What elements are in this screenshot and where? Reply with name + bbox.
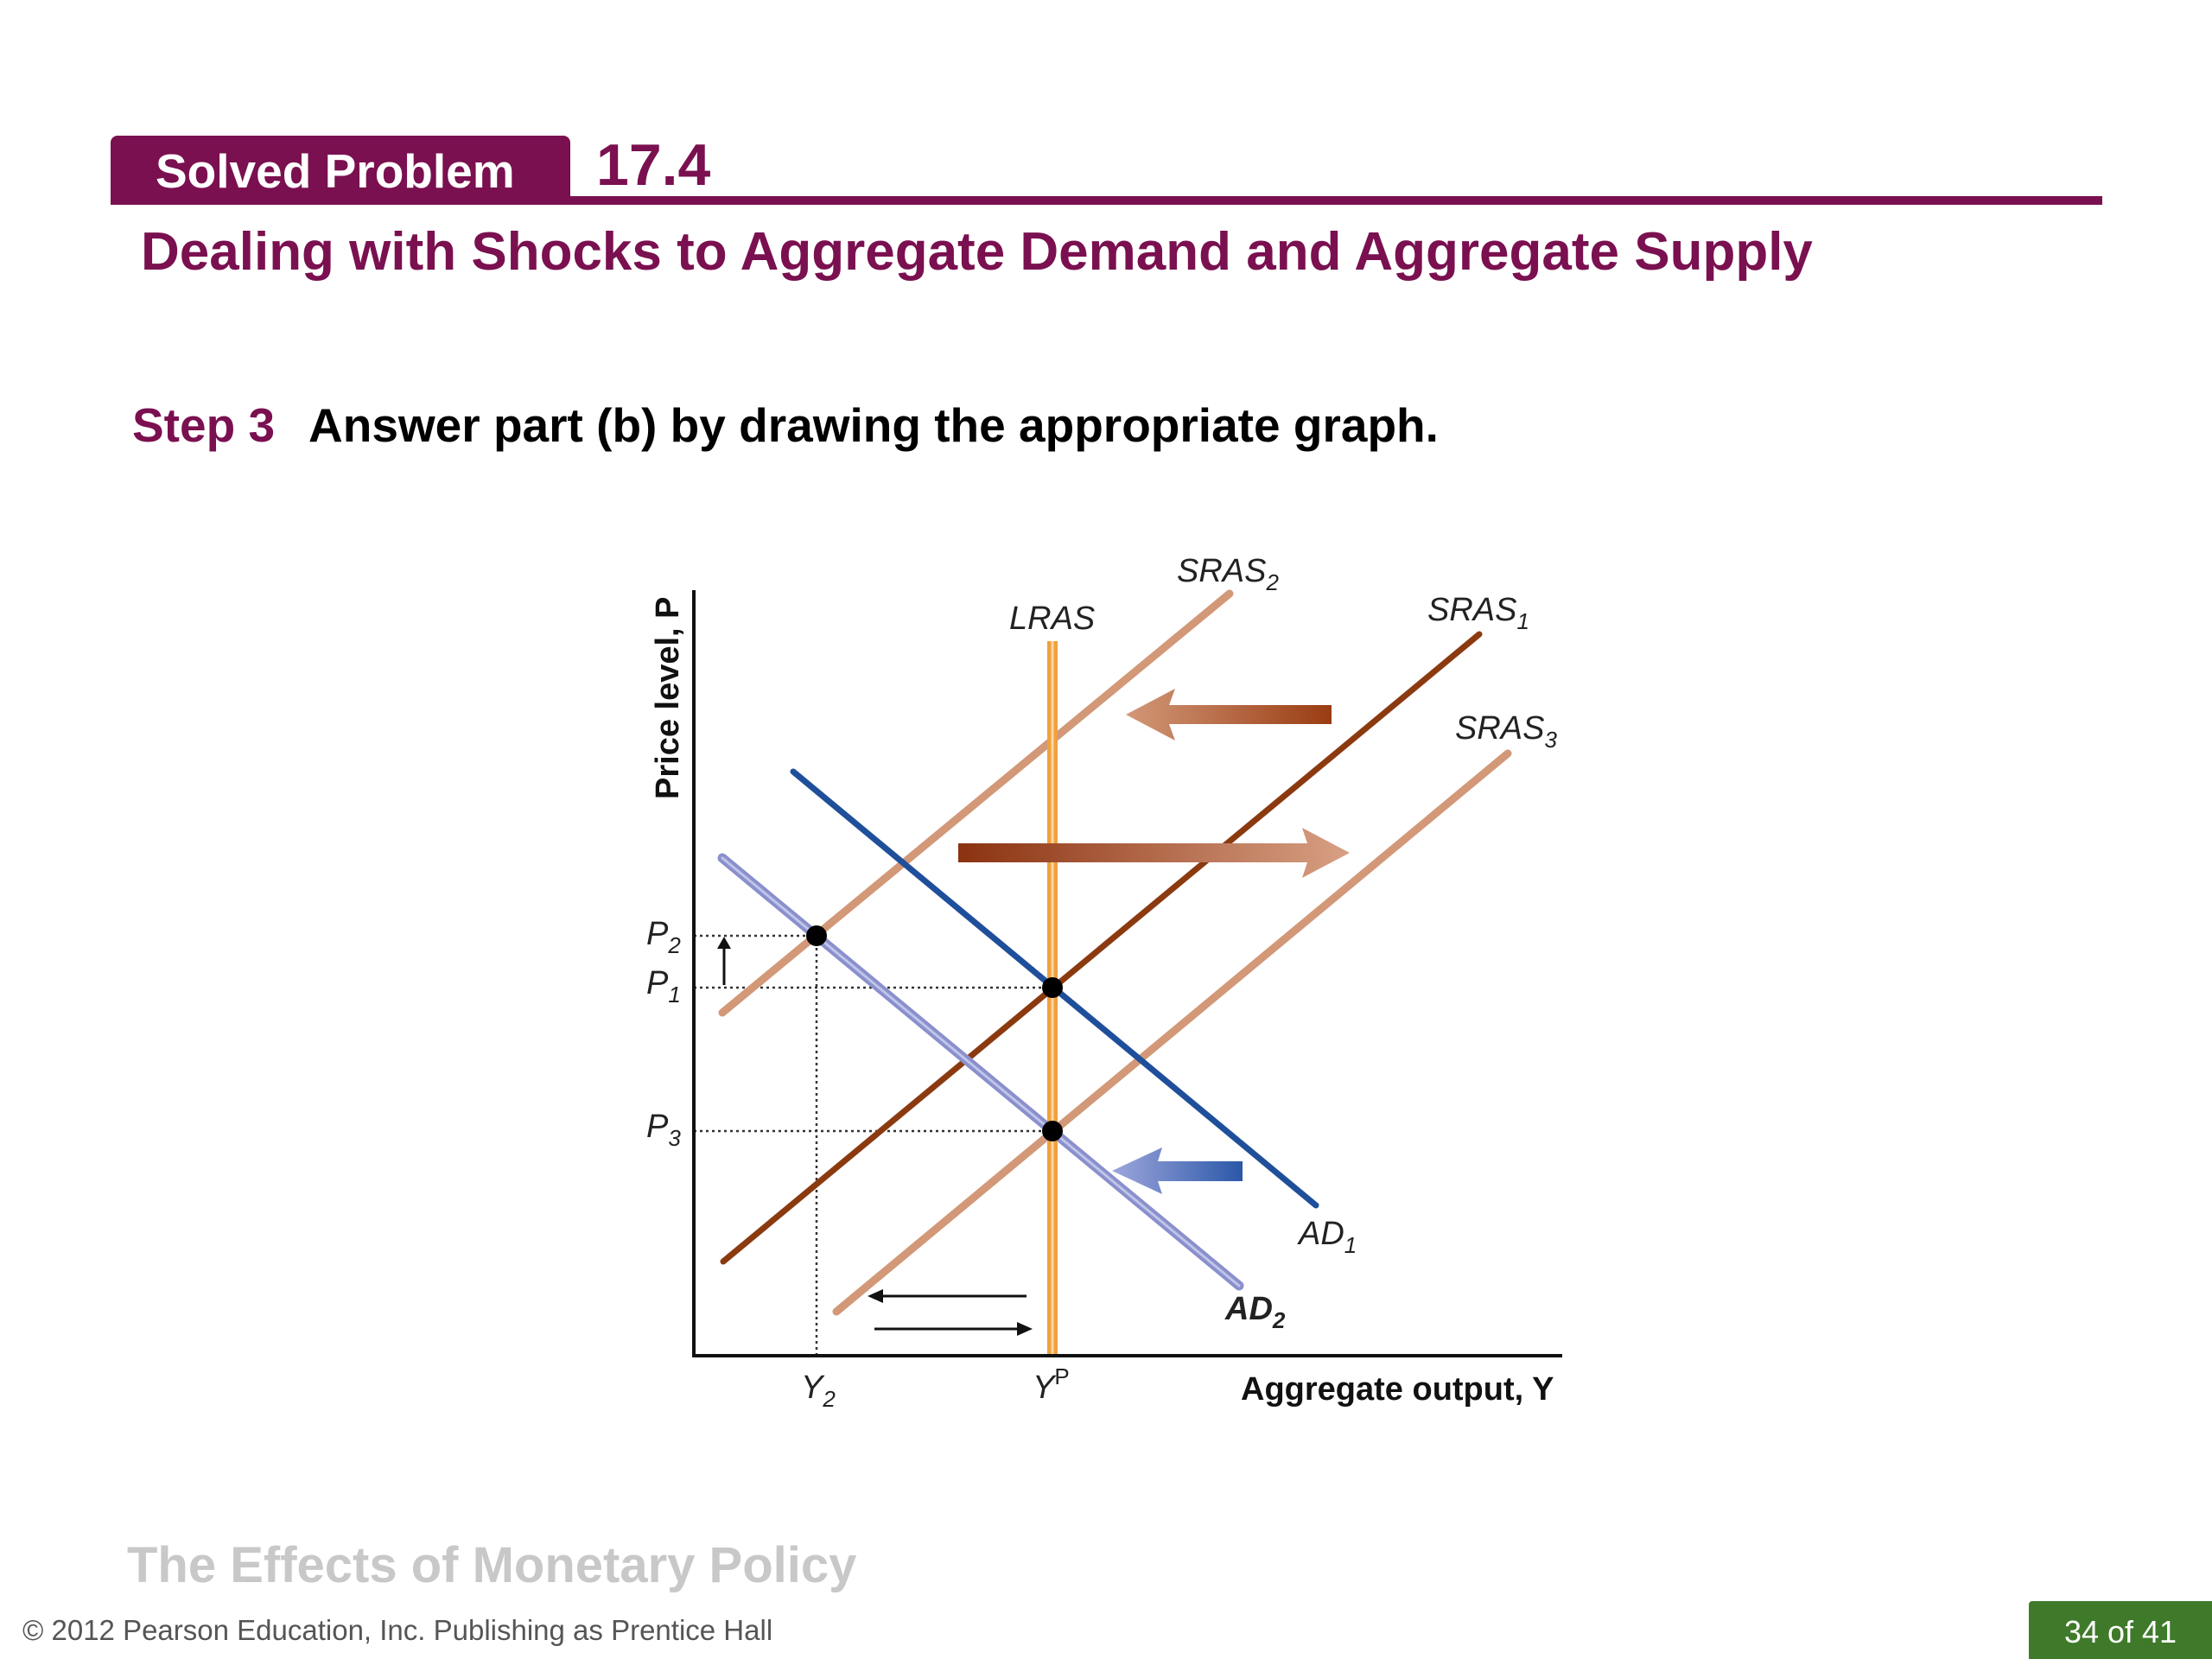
p3-label: P3 <box>646 1109 681 1151</box>
p2-label: P2 <box>646 916 681 958</box>
solved-problem-tab <box>111 136 570 205</box>
section-title: The Effects of Monetary Policy <box>127 1537 857 1593</box>
step-label: Step 3 <box>132 398 276 452</box>
ad2-curve-core <box>721 856 1241 1287</box>
step-text: Answer part (b) by drawing the appropria… <box>308 398 1439 452</box>
sras3-label: SRAS3 <box>1455 710 1557 753</box>
output-left-arrow <box>868 1289 1027 1303</box>
sras2-label: SRAS2 <box>1177 553 1279 595</box>
x-axis-label: Aggregate output, Y <box>1241 1371 1554 1408</box>
sras-right-shift-arrow <box>958 828 1350 878</box>
equilibrium-point-p2-y2 <box>806 925 827 946</box>
sras-left-shift-arrow <box>1126 689 1332 741</box>
page-badge <box>2029 1601 2212 1659</box>
ad2-label: AD2 <box>1224 1291 1286 1333</box>
y-axis-label: Price level, P <box>650 597 686 800</box>
sras2-curve <box>718 589 1234 1017</box>
sras3-curve <box>832 749 1512 1316</box>
ad-left-shift-arrow <box>1112 1147 1243 1194</box>
problem-number: 17.4 <box>596 132 711 198</box>
header-rule <box>111 196 2102 205</box>
lras-label: LRAS <box>1009 601 1095 637</box>
y2-label: Y2 <box>801 1370 836 1412</box>
ad1-label: AD1 <box>1297 1216 1357 1258</box>
sras1-label: SRAS1 <box>1427 592 1529 634</box>
equilibrium-point-p3-yp <box>1042 1121 1063 1141</box>
sras1-curve <box>720 631 1483 1265</box>
price-rise-arrow <box>717 937 731 985</box>
output-right-arrow <box>874 1322 1033 1336</box>
solved-problem-label: Solved Problem <box>156 144 515 198</box>
equilibrium-point-p1-yp <box>1042 977 1063 998</box>
yp-label: YP <box>1033 1363 1070 1406</box>
copyright-text: © 2012 Pearson Education, Inc. Publishin… <box>22 1614 773 1646</box>
guide-lines <box>694 934 1052 1355</box>
slide-title: Dealing with Shocks to Aggregate Demand … <box>141 222 1813 282</box>
p1-label: P1 <box>646 965 681 1007</box>
page-number: 34 of 41 <box>2063 1614 2177 1649</box>
